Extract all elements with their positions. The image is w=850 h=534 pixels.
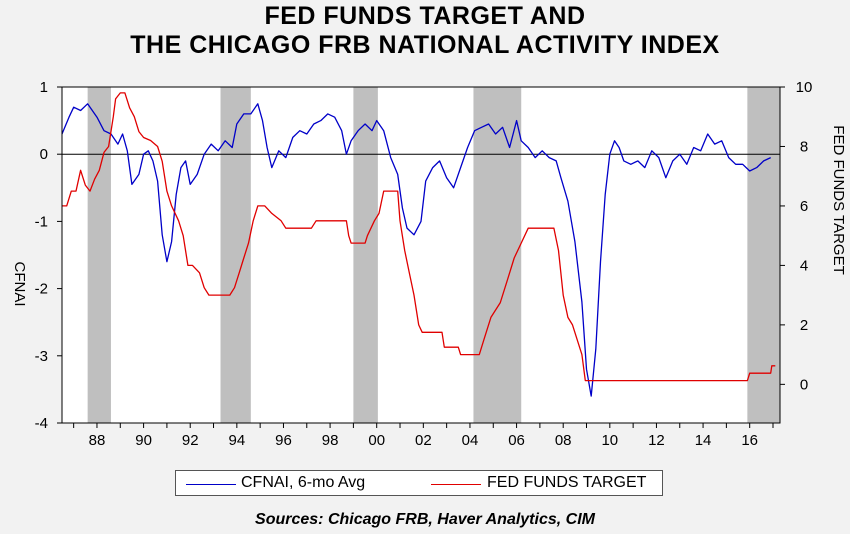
x-tick-label: 90 — [135, 432, 152, 449]
series-lines — [61, 92, 776, 397]
x-tick-label: 16 — [741, 432, 758, 449]
plot-border — [61, 86, 781, 424]
source-note: Sources: Chicago FRB, Haver Analytics, C… — [255, 511, 595, 528]
right-tick-label: 4 — [800, 257, 808, 274]
legend-label-cfnai: CFNAI, 6-mo Avg — [241, 474, 366, 491]
left-tick-label: -2 — [35, 281, 48, 298]
x-tick-label: 12 — [648, 432, 665, 449]
plot-area — [62, 87, 780, 423]
legend: CFNAI, 6-mo Avg FED FUNDS TARGET — [175, 470, 663, 496]
left-tick-label: -3 — [35, 348, 48, 365]
recession-band-1 — [87, 87, 111, 423]
x-tick-label: 08 — [555, 432, 572, 449]
legend-swatch-fedfunds — [431, 484, 481, 485]
right-tick-label: 0 — [800, 376, 808, 393]
right-tick-label: 8 — [800, 138, 808, 155]
x-tick-label: 92 — [182, 432, 199, 449]
x-tick-label: 06 — [508, 432, 525, 449]
recession-band-4 — [473, 87, 522, 423]
recession-band-5 — [747, 87, 780, 423]
right-axis-title: FED FUNDS TARGET — [830, 125, 847, 274]
x-axis-ticks: 88 90 92 94 96 98 00 02 04 06 08 10 12 14 16 — [73, 423, 774, 449]
legend-label-fedfunds: FED FUNDS TARGET — [487, 474, 647, 491]
x-tick-label: 94 — [228, 432, 245, 449]
x-tick-label: 04 — [462, 432, 479, 449]
left-tick-label: -1 — [35, 213, 48, 230]
plot-frame — [61, 86, 781, 424]
legend-swatch-cfnai — [186, 484, 236, 485]
recession-band-3 — [353, 87, 378, 423]
left-tick-label: 0 — [40, 146, 48, 163]
right-tick-label: 10 — [796, 79, 813, 96]
right-tick-label: 6 — [800, 198, 808, 215]
x-tick-label: 10 — [601, 432, 618, 449]
right-tick-label: 2 — [800, 317, 808, 334]
plot-background — [62, 87, 780, 423]
left-tick-label: 1 — [40, 79, 48, 96]
fed-funds-line — [62, 92, 776, 382]
x-tick-label: 00 — [368, 432, 385, 449]
chart-title-line2: THE CHICAGO FRB NATIONAL ACTIVITY INDEX — [130, 31, 720, 59]
x-tick-label: 98 — [322, 432, 339, 449]
cfnai-line — [61, 103, 771, 397]
left-tick-label: -4 — [35, 415, 48, 432]
x-tick-label: 14 — [695, 432, 712, 449]
right-axis-ticks: 10 8 6 4 2 0 — [780, 79, 812, 393]
left-axis-title: CFNAI — [11, 262, 28, 307]
recession-band-2 — [220, 87, 251, 423]
x-tick-label: 02 — [415, 432, 432, 449]
x-tick-label: 96 — [275, 432, 292, 449]
x-tick-label: 88 — [89, 432, 106, 449]
chart-title-line1: FED FUNDS TARGET AND — [264, 2, 586, 30]
recession-bands — [87, 87, 780, 423]
left-axis-ticks: 1 0 -1 -2 -3 -4 — [35, 79, 62, 432]
